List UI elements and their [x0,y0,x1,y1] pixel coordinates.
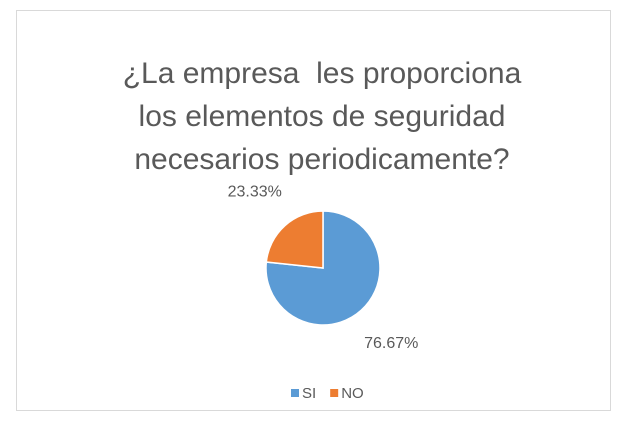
legend-label: SI [302,385,316,402]
pie-slice [265,210,381,326]
data-label: 76.67% [364,335,418,352]
chart-title: ¿La empresa les proporciona los elementos… [123,57,522,176]
legend-label: NO [341,385,364,402]
legend-swatch [330,389,339,397]
legend-swatch [291,389,299,397]
pie-slice [265,210,324,269]
data-label: 23.33% [228,183,282,200]
chart-border [16,10,611,411]
